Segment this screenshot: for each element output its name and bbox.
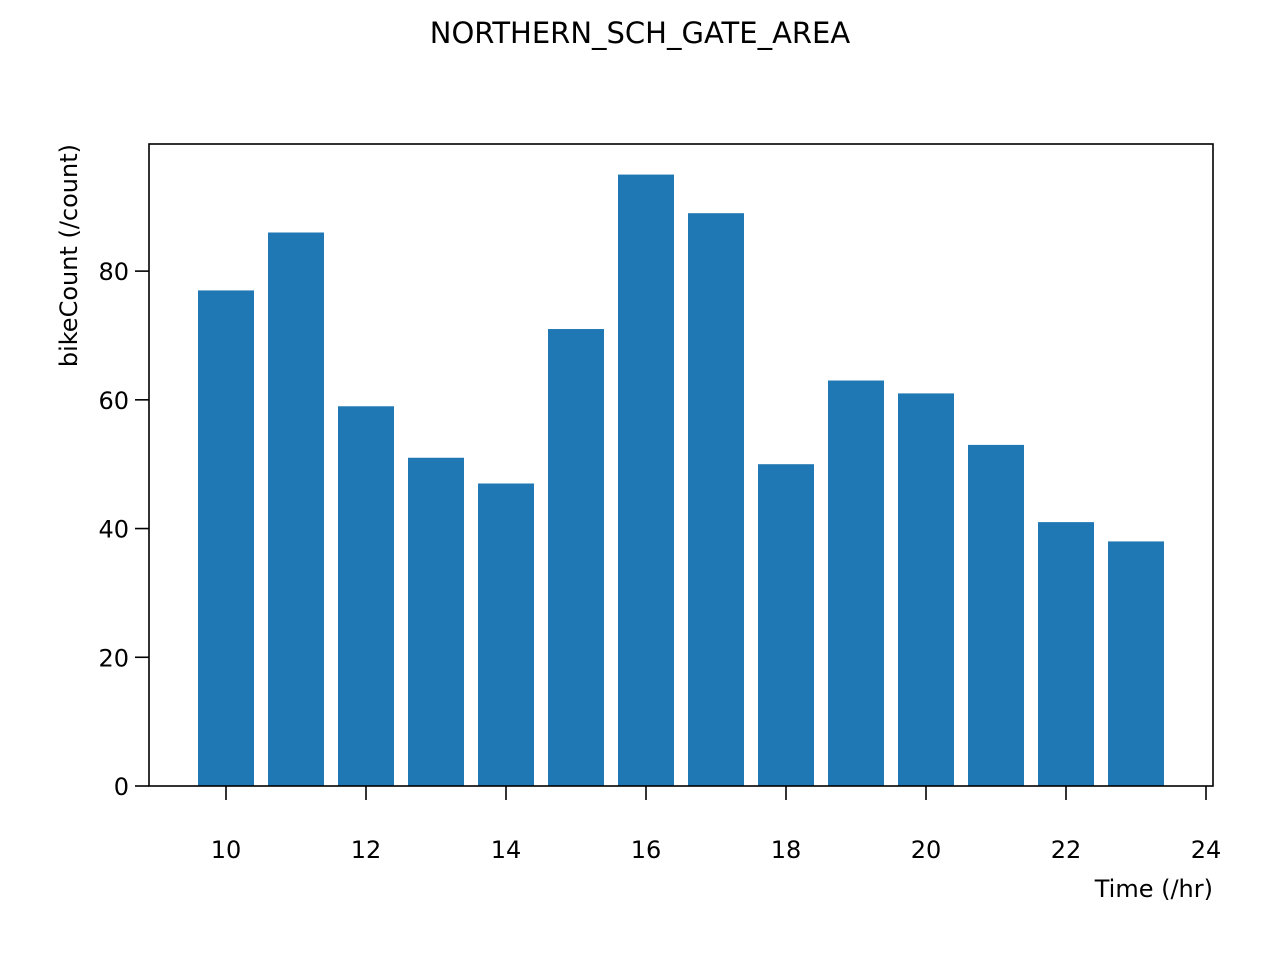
x-tick-label-10: 10 — [211, 836, 242, 864]
bar-12 — [338, 406, 394, 786]
x-tick-label-14: 14 — [491, 836, 522, 864]
bar-15 — [548, 329, 604, 786]
bar-17 — [688, 213, 744, 786]
x-axis: 10 12 14 16 18 20 22 24 — [211, 786, 1222, 864]
bar-10 — [198, 290, 254, 786]
bar-21 — [968, 444, 1024, 786]
x-tick-label-12: 12 — [351, 836, 382, 864]
bar-14 — [478, 483, 534, 786]
bars-layer — [198, 174, 1164, 786]
x-tick-label-22: 22 — [1051, 836, 1082, 864]
x-tick-label-18: 18 — [771, 836, 802, 864]
bar-23 — [1108, 541, 1164, 786]
chart-title: NORTHERN_SCH_GATE_AREA — [430, 16, 851, 50]
y-tick-label-20: 20 — [98, 644, 129, 672]
y-tick-label-0: 0 — [114, 773, 129, 801]
y-tick-label-40: 40 — [98, 516, 129, 544]
bar-18 — [758, 464, 814, 786]
y-axis: 0 20 40 60 80 — [98, 258, 149, 801]
y-tick-label-60: 60 — [98, 387, 129, 415]
y-tick-label-80: 80 — [98, 258, 129, 286]
bar-13 — [408, 457, 464, 786]
plot-frame — [148, 143, 1214, 787]
y-axis-label: bikeCount (/count) — [55, 144, 83, 367]
bar-22 — [1038, 522, 1094, 786]
bar-19 — [828, 380, 884, 786]
x-tick-label-24: 24 — [1191, 836, 1222, 864]
bar-20 — [898, 393, 954, 786]
bar-16 — [618, 174, 674, 786]
x-tick-label-16: 16 — [631, 836, 662, 864]
x-tick-label-20: 20 — [911, 836, 942, 864]
bar-11 — [268, 232, 324, 786]
x-axis-label: Time (/hr) — [1094, 875, 1213, 903]
